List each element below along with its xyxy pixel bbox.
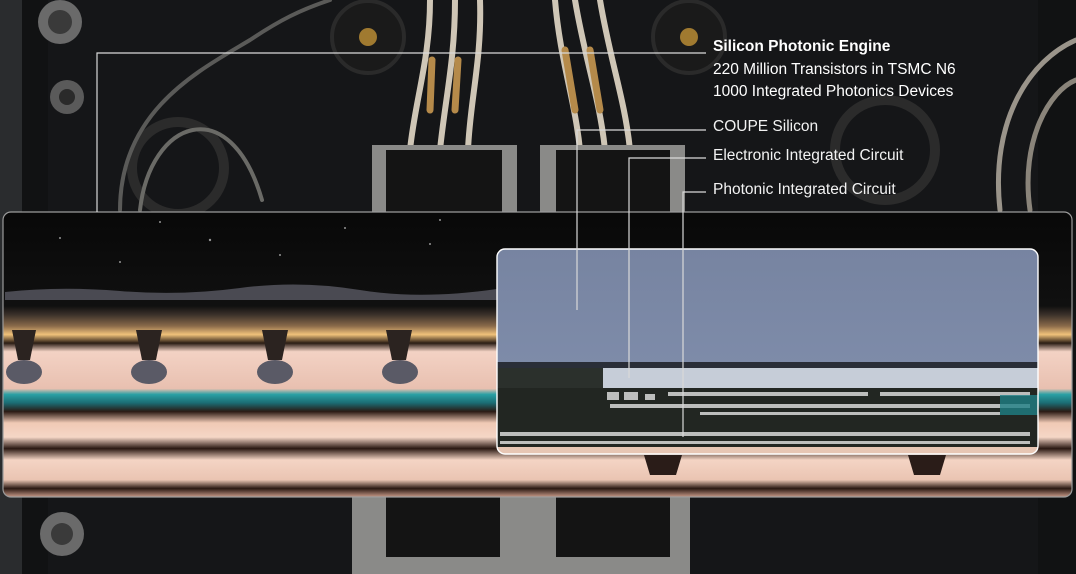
engine-title: Silicon Photonic Engine bbox=[713, 38, 891, 55]
clamp-blocks bbox=[352, 145, 690, 574]
screw-posts bbox=[38, 0, 940, 556]
leader-lines bbox=[96, 52, 706, 437]
engine-transistors: 220 Million Transistors in TSMC N6 bbox=[713, 61, 956, 78]
coupe-silicon-label: COUPE Silicon bbox=[713, 118, 819, 135]
coupe-leader bbox=[576, 129, 706, 310]
engine-leader bbox=[96, 52, 706, 212]
solder-bumps bbox=[12, 330, 412, 360]
inset-magnified-view bbox=[497, 249, 1038, 454]
inset-frame bbox=[496, 248, 1039, 455]
eic-label: Electronic Integrated Circuit bbox=[713, 147, 904, 164]
fiber-cables bbox=[118, 0, 1076, 213]
pic-leader bbox=[682, 191, 706, 437]
pic-label: Photonic Integrated Circuit bbox=[713, 181, 896, 198]
engine-photonics-devices: 1000 Integrated Photonics Devices bbox=[713, 83, 954, 100]
eic-leader bbox=[628, 157, 706, 378]
